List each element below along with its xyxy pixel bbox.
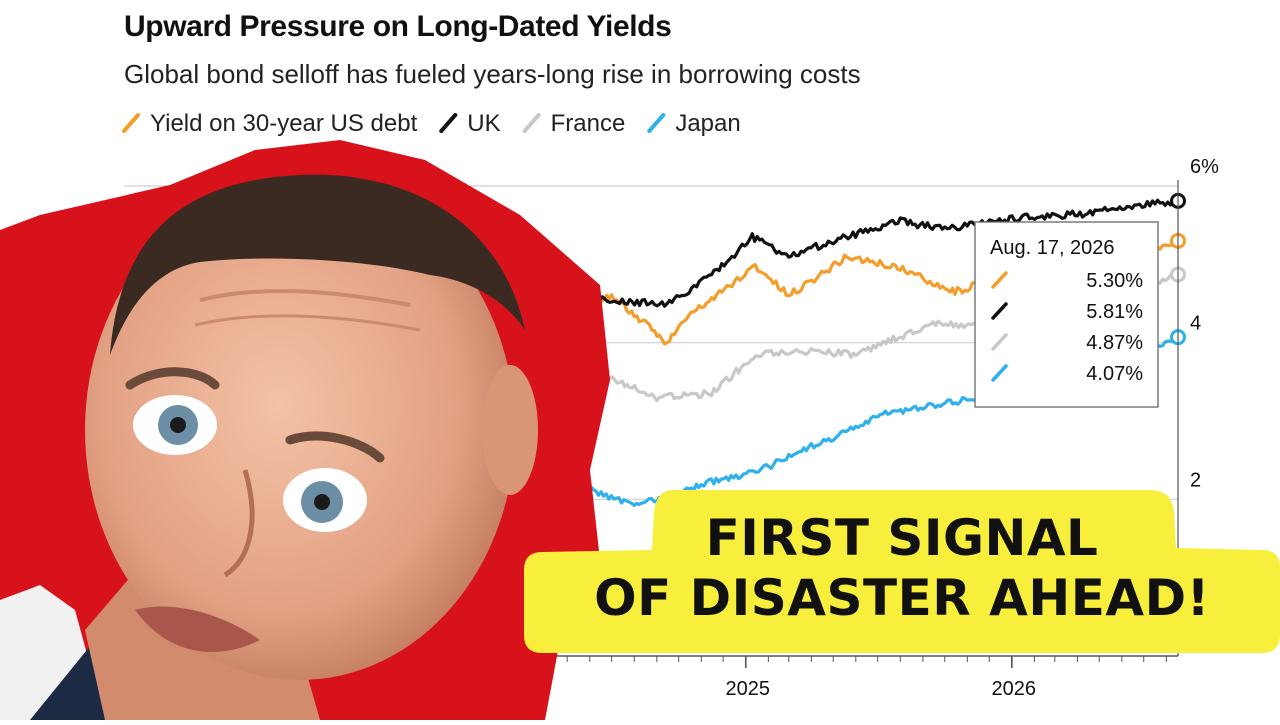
chart-subtitle: Global bond selloff has fueled years-lon… xyxy=(124,59,861,89)
y-tick-label-4: 4 xyxy=(1190,313,1201,335)
series-endpoints xyxy=(1170,180,1186,656)
tooltip-swatch-yield-on-30-year-us-debt xyxy=(991,271,1008,289)
tooltip-swatch-japan xyxy=(991,364,1008,382)
banner-line-1: FIRST SIGNAL xyxy=(705,509,1099,567)
y-axis: 2 4 6% xyxy=(1190,156,1219,491)
tooltip-swatch-uk xyxy=(991,302,1008,320)
legend-label-france: France xyxy=(551,110,626,137)
tooltip-value-japan: 4.07% xyxy=(1086,363,1143,385)
tooltip-value-yield-on-30-year-us-debt: 5.30% xyxy=(1086,270,1143,292)
chart-title: Upward Pressure on Long-Dated Yields xyxy=(124,10,671,43)
tooltip-value-uk: 5.81% xyxy=(1086,301,1143,323)
banner-text: FIRST SIGNAL OF DISASTER AHEAD! xyxy=(524,508,1280,628)
tooltip-value-france: 4.87% xyxy=(1086,332,1143,354)
tooltip: Aug. 17, 2026 5.30% 5.81% 4.87% 4.07% xyxy=(974,221,1159,408)
tooltip-box xyxy=(974,221,1159,408)
legend-swatch-france xyxy=(522,113,541,133)
y-tick-label-2: 2 xyxy=(1190,469,1201,491)
tooltip-swatch-france xyxy=(991,333,1008,351)
y-tick-label-6: 6% xyxy=(1190,156,1219,178)
x-tick-label-2025: 2025 xyxy=(726,678,771,700)
legend-swatch-yield-on-30-year-us-debt xyxy=(122,113,140,133)
legend-swatch-uk xyxy=(439,113,458,133)
tooltip-date: Aug. 17, 2026 xyxy=(990,237,1115,259)
presenter-photo xyxy=(0,0,620,720)
legend-swatch-japan xyxy=(647,113,666,133)
legend-label-japan: Japan xyxy=(675,110,740,137)
legend-label-uk: UK xyxy=(467,110,500,137)
legend: Yield on 30-year US debt UK France Japan xyxy=(122,110,741,137)
banner-shape xyxy=(524,490,1280,653)
x-tick-label-2026: 2026 xyxy=(992,678,1037,700)
banner-line-2: OF DISASTER AHEAD! xyxy=(594,569,1210,627)
legend-label-yield-on-30-year-us-debt: Yield on 30-year US debt xyxy=(150,110,418,137)
headline-banner: FIRST SIGNAL OF DISASTER AHEAD! xyxy=(524,490,1280,653)
hair-shape xyxy=(110,174,525,355)
